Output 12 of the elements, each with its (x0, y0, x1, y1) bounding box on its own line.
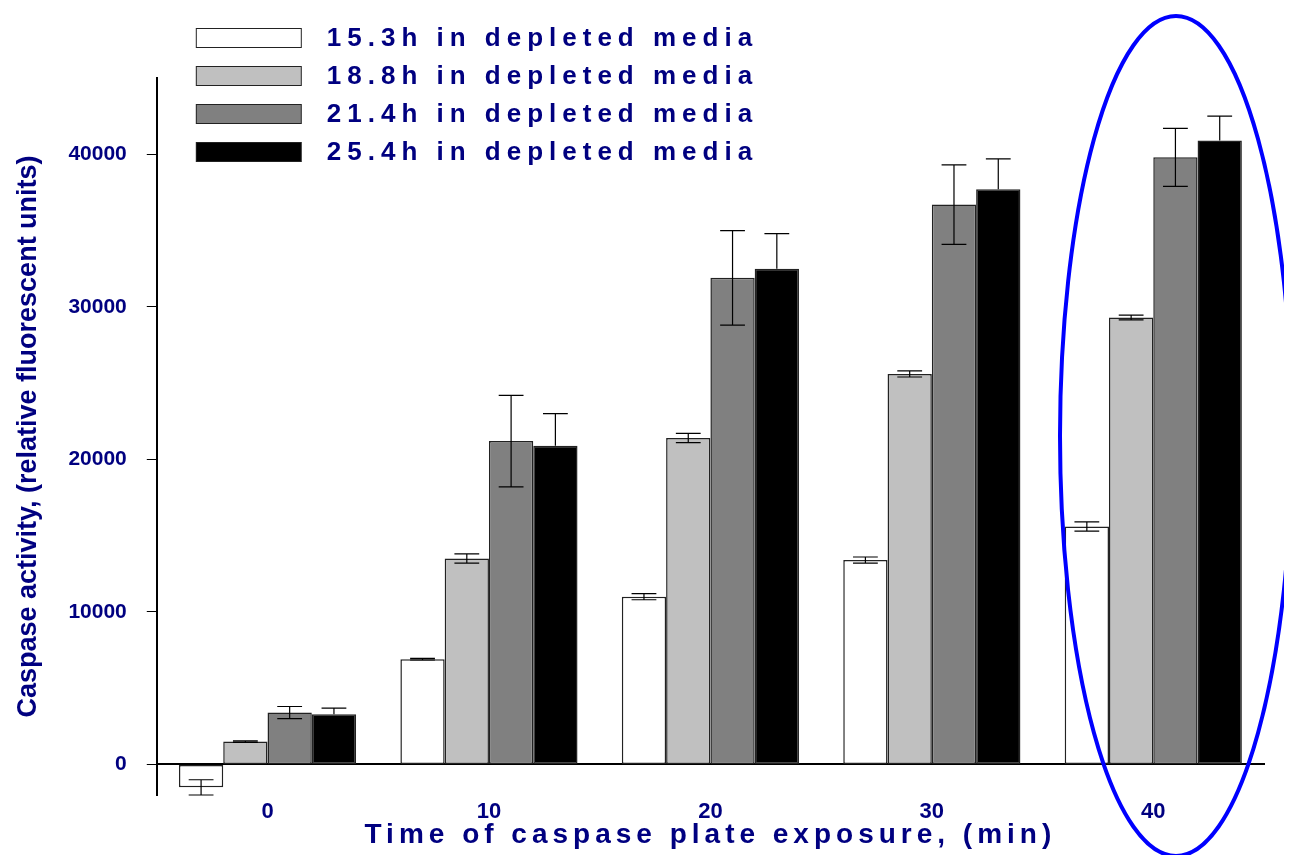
legend-label: 15.3h in depleted media (326, 22, 759, 53)
legend-label: 25.4h in depleted media (326, 136, 759, 167)
y-tick-label: 10000 (68, 598, 127, 622)
legend-label: 21.4h in depleted media (326, 98, 759, 129)
y-tick-label: 30000 (68, 293, 127, 317)
y-tick-label: 20000 (68, 446, 127, 470)
y-tick-label: 40000 (68, 141, 127, 165)
y-axis-title: Caspase activity, (relative fluorescent units) (11, 155, 42, 718)
legend-label: 18.8h in depleted media (326, 60, 759, 91)
x-tick-label: 40 (1141, 797, 1166, 823)
x-tick-label: 0 (261, 797, 274, 823)
y-tick-label: 0 (115, 751, 127, 775)
